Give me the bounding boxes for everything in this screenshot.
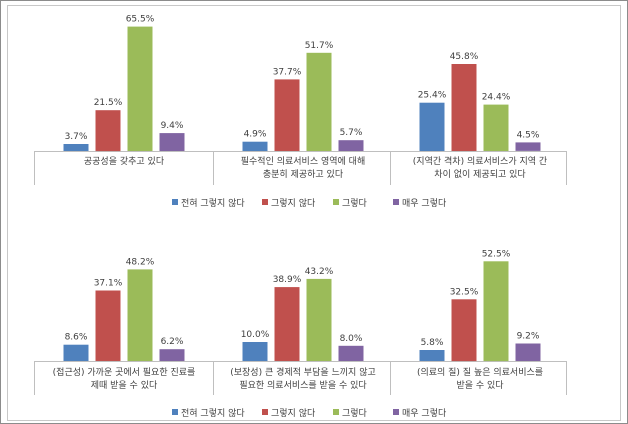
data-label: 37.1% (94, 279, 123, 289)
bar (419, 102, 445, 151)
bar (515, 142, 541, 151)
data-label: 10.0% (241, 330, 270, 340)
legend-swatch (262, 409, 268, 415)
bar (127, 26, 153, 152)
data-label: 4.9% (244, 130, 267, 140)
legend-label: 전혀 그렇지 않다 (181, 408, 245, 419)
data-label: 9.2% (517, 332, 540, 342)
data-label: 8.6% (65, 333, 88, 343)
data-label: 51.7% (305, 41, 334, 51)
legend-label: 그렇지 않다 (271, 408, 316, 419)
chart-inner-frame (7, 5, 621, 421)
data-label: 4.5% (517, 130, 540, 140)
data-label: 24.4% (482, 93, 511, 103)
category-label: (지역간 격차) 의료서비스가 지역 간 (413, 155, 547, 167)
bar (127, 269, 153, 361)
data-label: 3.7% (65, 132, 88, 142)
category-label: 받을 수 있다 (456, 379, 504, 391)
bar (483, 261, 509, 362)
legend-swatch (393, 199, 399, 205)
data-label: 21.5% (94, 98, 123, 108)
category-label: (의료의 질) 질 높은 의료서비스를 (417, 366, 543, 378)
bar (95, 290, 121, 361)
bar (63, 144, 89, 151)
category-label: 충분히 제공하고 있다 (263, 168, 344, 180)
bar (451, 299, 477, 362)
legend-swatch (393, 409, 399, 415)
data-label: 65.5% (126, 15, 155, 25)
data-label: 8.0% (340, 334, 363, 344)
category-label: 필요한 의료서비스를 받을 수 있다 (239, 379, 367, 391)
data-label: 6.2% (161, 337, 184, 347)
legend-swatch (333, 409, 339, 415)
bar (274, 287, 300, 361)
category-label: 필수적인 의료서비스 영역에 대해 (241, 155, 366, 167)
data-label: 5.8% (421, 338, 444, 348)
data-label: 5.7% (340, 128, 363, 138)
category-label: 공공성을 갖추고 있다 (84, 155, 165, 167)
bar (242, 141, 268, 151)
bar (419, 350, 445, 361)
bar (159, 349, 185, 361)
legend-label: 그렇지 않다 (271, 198, 316, 209)
bar (159, 133, 185, 151)
bar (483, 104, 509, 151)
legend-swatch (333, 199, 339, 205)
bar (306, 278, 332, 361)
legend-label: 전혀 그렇지 않다 (181, 198, 245, 209)
data-label: 43.2% (305, 267, 334, 277)
bar (515, 343, 541, 361)
legend-swatch (172, 409, 178, 415)
category-label: (보장성) 큰 경제적 부담을 느끼지 않고 (230, 366, 376, 378)
bar (63, 344, 89, 361)
legend-label: 매우 그렇다 (402, 198, 447, 209)
bar (338, 345, 364, 361)
bar (95, 110, 121, 152)
data-label: 52.5% (482, 249, 511, 259)
data-label: 9.4% (161, 121, 184, 131)
legend-label: 그렇다 (342, 408, 368, 419)
data-label: 48.2% (126, 257, 155, 267)
category-label: 차이 없이 제공되고 있다 (434, 168, 526, 180)
legend-label: 그렇다 (342, 198, 368, 209)
category-label: (접근성) 가까운 곳에서 필요한 진료를 (53, 366, 196, 378)
data-label: 38.9% (273, 275, 302, 285)
bar (242, 342, 268, 361)
legend-swatch (172, 199, 178, 205)
bar (306, 52, 332, 151)
legend-label: 매우 그렇다 (402, 408, 447, 419)
data-label: 45.8% (450, 52, 479, 62)
data-label: 25.4% (418, 91, 447, 101)
legend-swatch (262, 199, 268, 205)
bar (338, 140, 364, 151)
category-label: 제때 받을 수 있다 (91, 379, 158, 391)
bar (274, 79, 300, 151)
bar (451, 64, 477, 151)
data-label: 37.7% (273, 67, 302, 77)
data-label: 32.5% (450, 287, 479, 297)
